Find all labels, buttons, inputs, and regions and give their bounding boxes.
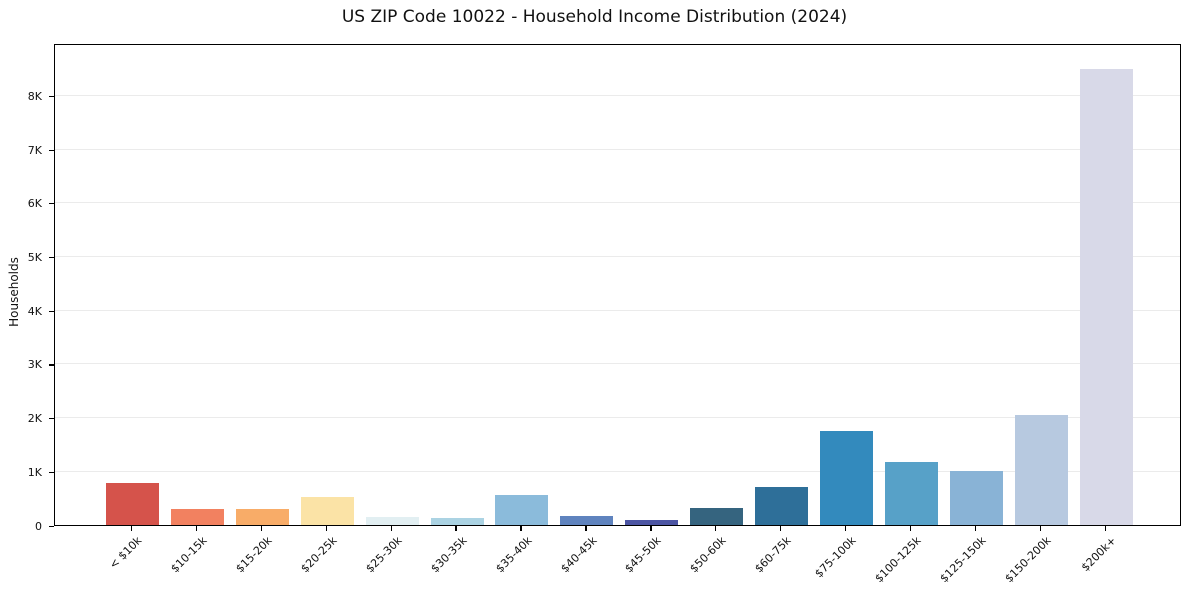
y-tick-label: 3K bbox=[27, 358, 42, 372]
x-tick-mark bbox=[260, 526, 262, 531]
bar-$40-45k bbox=[560, 515, 614, 525]
x-tick-label: < $10k bbox=[107, 534, 145, 572]
x-tick-label: $20-25k bbox=[298, 534, 340, 576]
x-tick-label: $30-35k bbox=[427, 534, 470, 576]
bar-$30-35k bbox=[430, 518, 484, 525]
y-tick-mark bbox=[49, 256, 54, 259]
gridline bbox=[55, 255, 1180, 257]
chart-title: US ZIP Code 10022 - Household Income Dis… bbox=[341, 7, 848, 27]
bar-$45-50k bbox=[625, 519, 679, 525]
x-tick-mark bbox=[1039, 526, 1042, 531]
y-tick-label: 6K bbox=[27, 197, 42, 211]
bar-$100-125k bbox=[885, 461, 939, 525]
x-tick-label: $100-125k bbox=[872, 534, 924, 586]
y-tick-mark bbox=[49, 95, 54, 98]
x-tick-mark bbox=[780, 526, 782, 531]
x-tick-label: $15-20k bbox=[233, 534, 275, 576]
x-tick-label: $60-75k bbox=[752, 534, 794, 576]
bar-$15-20k bbox=[235, 509, 289, 525]
bar-$20-25k bbox=[300, 497, 354, 525]
y-tick-label: 2K bbox=[27, 412, 42, 426]
x-tick-label: $50-60k bbox=[687, 534, 729, 576]
x-tick-mark bbox=[845, 526, 847, 531]
y-tick-mark bbox=[49, 364, 54, 366]
x-tick-label: $150-200k bbox=[1002, 534, 1054, 586]
bar-$125-150k bbox=[949, 471, 1003, 525]
x-tick-mark bbox=[650, 526, 652, 531]
bar-$200k+ bbox=[1079, 68, 1133, 525]
y-tick-mark bbox=[49, 149, 54, 151]
x-tick-mark bbox=[1104, 526, 1107, 531]
x-tick-mark bbox=[195, 526, 198, 531]
x-tick-label: $35-40k bbox=[492, 534, 535, 576]
x-tick-mark bbox=[455, 526, 457, 531]
x-tick-label: $10-15k bbox=[168, 534, 210, 576]
plot-area bbox=[54, 44, 1181, 526]
y-tick-mark bbox=[49, 471, 54, 473]
bar-$150-200k bbox=[1014, 414, 1068, 525]
y-tick-mark bbox=[49, 418, 54, 420]
bar-$35-40k bbox=[495, 494, 549, 525]
y-tick-label: 8K bbox=[27, 89, 42, 103]
bar-$60-75k bbox=[755, 487, 809, 525]
gridline bbox=[55, 94, 1180, 96]
x-tick-mark bbox=[585, 526, 587, 531]
x-tick-label: $40-45k bbox=[557, 534, 600, 576]
bar-$75-100k bbox=[820, 431, 874, 525]
x-tick-label: $125-150k bbox=[937, 534, 989, 586]
y-tick-mark bbox=[49, 203, 54, 205]
x-tick-mark bbox=[974, 526, 977, 531]
y-tick-label: 0 bbox=[35, 519, 42, 533]
y-tick-mark bbox=[49, 525, 54, 527]
x-tick-label: $25-30k bbox=[363, 534, 405, 576]
gridline bbox=[55, 363, 1180, 365]
y-tick-label: 1K bbox=[27, 465, 42, 479]
gridline bbox=[55, 309, 1180, 311]
x-tick-mark bbox=[909, 526, 912, 531]
gridline bbox=[55, 148, 1180, 150]
bar-$10-15k bbox=[170, 509, 224, 525]
x-tick-mark bbox=[520, 526, 522, 531]
x-tick-mark bbox=[715, 526, 717, 531]
gridline bbox=[55, 202, 1180, 204]
x-tick-mark bbox=[130, 526, 133, 531]
y-tick-mark bbox=[49, 310, 54, 312]
y-tick-label: 4K bbox=[27, 304, 42, 318]
gridline bbox=[55, 470, 1180, 472]
y-axis-title: Households bbox=[7, 257, 21, 327]
x-tick-mark bbox=[325, 526, 327, 531]
y-tick-label: 7K bbox=[27, 143, 42, 157]
x-tick-mark bbox=[390, 526, 392, 531]
gridline bbox=[55, 417, 1180, 419]
x-tick-label: $75-100k bbox=[812, 534, 859, 581]
x-tick-label: $200k+ bbox=[1078, 534, 1119, 575]
bar-$25-30k bbox=[365, 517, 419, 525]
bar-< $10k bbox=[105, 483, 159, 525]
bar-$50-60k bbox=[690, 508, 744, 525]
y-tick-label: 5K bbox=[27, 250, 42, 264]
x-tick-label: $45-50k bbox=[622, 534, 665, 576]
